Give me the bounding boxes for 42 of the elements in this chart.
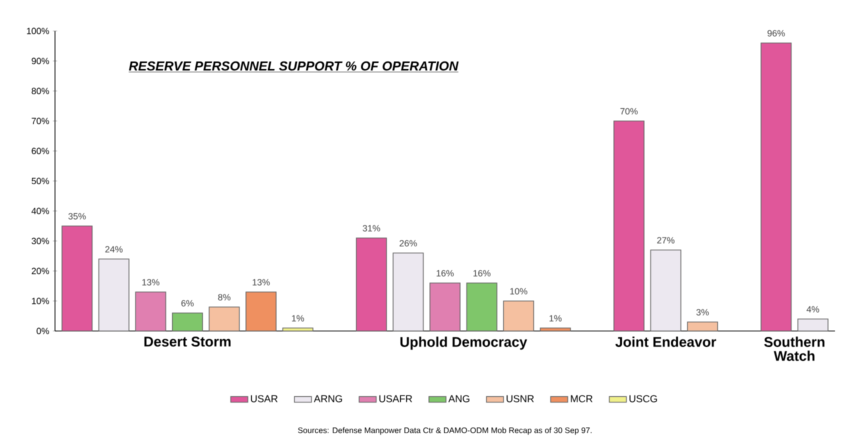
data-label: 4%	[806, 306, 820, 312]
source-note: Sources: Defense Manpower Data Ctr & DAMO-ODM Mob Recap as of 30 Sep 97.	[298, 427, 592, 435]
y-tick-label: 0%	[36, 328, 50, 334]
data-label: 13%	[252, 279, 270, 286]
data-label: 1%	[550, 315, 562, 322]
legend-label: ARNG	[314, 395, 342, 402]
data-label: 3%	[696, 309, 709, 316]
x-tick-label: Desert Storm	[144, 336, 231, 347]
y-tick-label: 60%	[32, 148, 50, 154]
y-tick-label: 30%	[32, 238, 50, 244]
y-tick-label: 90%	[32, 58, 50, 64]
data-label: 26%	[400, 240, 417, 246]
data-label: 16%	[436, 270, 454, 276]
data-label: 96%	[768, 30, 785, 36]
y-tick-label: 20%	[32, 268, 50, 274]
legend-label: USNR	[506, 395, 534, 402]
data-label: 8%	[218, 294, 230, 300]
legend-label: USAR	[250, 395, 278, 402]
x-tick-label: Southern Watch	[764, 336, 824, 361]
y-tick-label: 100%	[27, 28, 50, 34]
x-tick-label: Joint Endeavor	[615, 336, 716, 347]
data-label: 24%	[105, 246, 123, 252]
data-label: 70%	[620, 108, 638, 114]
legend-label: USAFR	[379, 395, 412, 402]
data-label: 31%	[362, 225, 380, 232]
text: RESERVE PERSONNEL SUPPORT % OF OPERATION	[128, 61, 459, 71]
data-label: 35%	[68, 213, 86, 220]
legend-label: USCG	[630, 395, 657, 402]
data-label: 16%	[473, 270, 490, 276]
y-tick-label: 10%	[32, 298, 50, 304]
y-tick-label: 50%	[32, 178, 50, 184]
legend-label: MCR	[570, 395, 592, 402]
data-label: 10%	[510, 288, 528, 294]
legend-label: ANG	[448, 395, 470, 402]
data-label: 27%	[657, 237, 674, 244]
y-tick-label: 80%	[32, 88, 50, 94]
y-tick-label: 40%	[32, 208, 50, 214]
y-tick-label: 70%	[32, 118, 50, 124]
data-label: 13%	[142, 279, 160, 286]
data-label: 1%	[292, 315, 304, 322]
data-label: 6%	[181, 300, 194, 306]
x-tick-label: Uphold Democracy	[400, 336, 528, 350]
